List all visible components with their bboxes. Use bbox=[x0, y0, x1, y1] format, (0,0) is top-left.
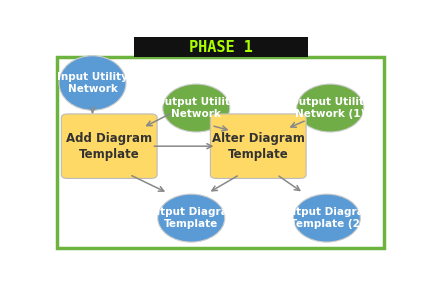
Text: Add Diagram
Template: Add Diagram Template bbox=[66, 132, 152, 161]
FancyBboxPatch shape bbox=[210, 114, 306, 179]
Text: Output Diagram
Template: Output Diagram Template bbox=[144, 207, 238, 229]
FancyBboxPatch shape bbox=[61, 114, 157, 179]
Ellipse shape bbox=[158, 194, 225, 242]
Ellipse shape bbox=[297, 84, 364, 132]
FancyBboxPatch shape bbox=[134, 37, 308, 57]
Text: Output Diagram
Template (2): Output Diagram Template (2) bbox=[280, 207, 374, 229]
Text: Output Utility
Network: Output Utility Network bbox=[156, 97, 237, 119]
FancyBboxPatch shape bbox=[57, 57, 384, 248]
Text: Input Utility
Network: Input Utility Network bbox=[57, 72, 128, 94]
Ellipse shape bbox=[59, 56, 126, 110]
Text: PHASE 1: PHASE 1 bbox=[190, 40, 253, 55]
Text: Output Utility
Network (1): Output Utility Network (1) bbox=[290, 97, 371, 119]
Text: Alter Diagram
Template: Alter Diagram Template bbox=[212, 132, 305, 161]
Ellipse shape bbox=[293, 194, 360, 242]
Ellipse shape bbox=[163, 84, 230, 132]
